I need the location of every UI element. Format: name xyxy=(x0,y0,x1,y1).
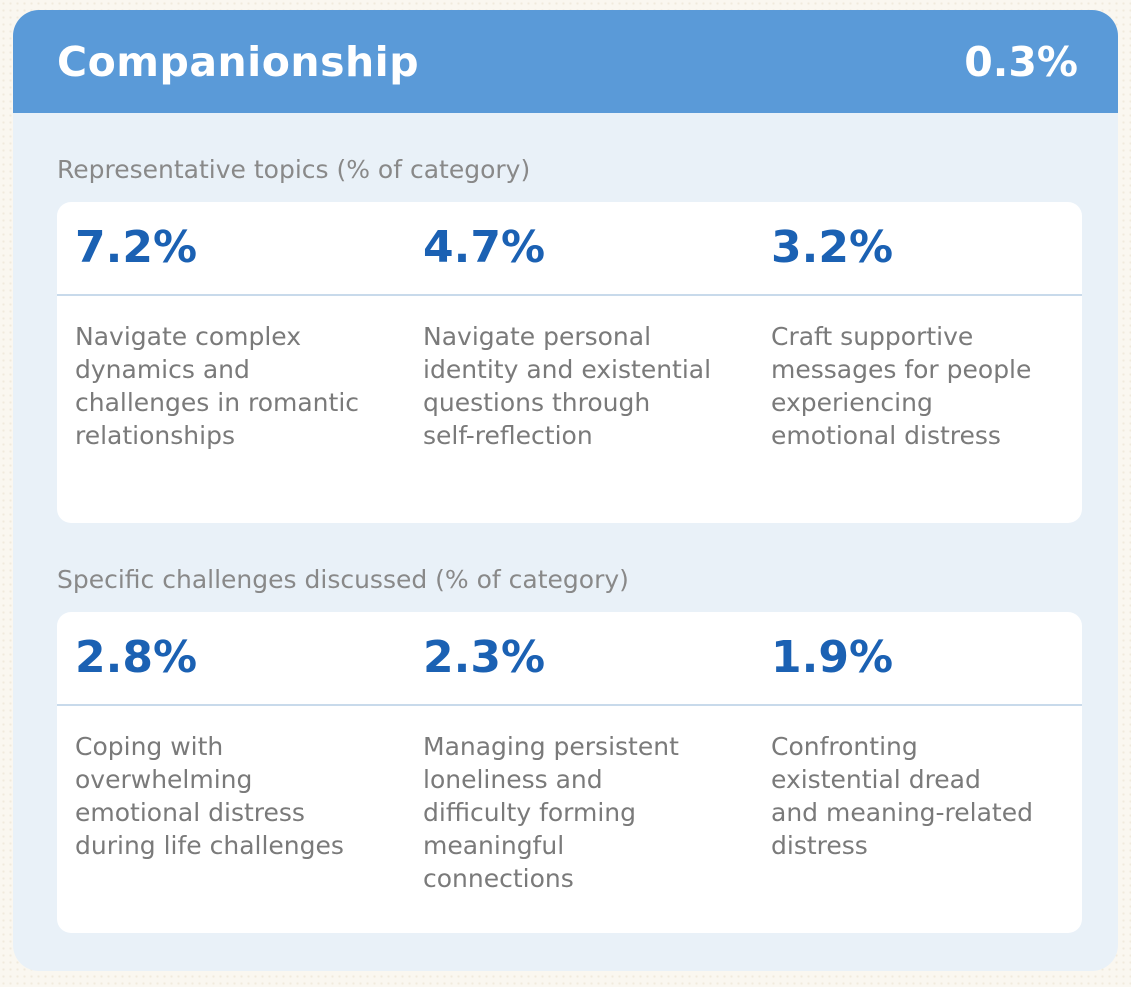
topic-description: Navigate complex dynamics and challenges… xyxy=(75,322,360,450)
category-header: Companionship 0.3% xyxy=(13,10,1118,113)
representative-topics-card: 7.2% 4.7% 3.2% Navigate complex dynamics… xyxy=(57,202,1082,523)
topic-description: Craft supportive messages for people exp… xyxy=(771,322,1032,450)
topic-percent: 4.7% xyxy=(423,222,546,273)
specific-challenges-text-row: Coping with overwhelming emotional distr… xyxy=(57,706,1082,895)
topic-percent: 3.2% xyxy=(771,222,894,273)
section-label-representative-topics: Representative topics (% of category) xyxy=(57,155,531,184)
category-title: Companionship xyxy=(57,37,420,86)
category-percent-badge: 0.3% xyxy=(964,37,1078,86)
section-label-specific-challenges: Specific challenges discussed (% of cate… xyxy=(57,565,629,594)
challenge-description: Managing persistent loneliness and diffi… xyxy=(423,732,679,893)
challenge-percent: 1.9% xyxy=(771,632,894,683)
specific-challenges-card: 2.8% 2.3% 1.9% Coping with overwhelming … xyxy=(57,612,1082,933)
topic-description: Navigate personal identity and existenti… xyxy=(423,322,712,450)
challenge-description: Coping with overwhelming emotional distr… xyxy=(75,732,344,860)
topic-percent: 7.2% xyxy=(75,222,198,273)
representative-topics-percent-row: 7.2% 4.7% 3.2% xyxy=(57,202,1082,296)
challenge-description: Confronting existential dread and meanin… xyxy=(771,732,1033,860)
challenge-percent: 2.8% xyxy=(75,632,198,683)
challenge-percent: 2.3% xyxy=(423,632,546,683)
specific-challenges-percent-row: 2.8% 2.3% 1.9% xyxy=(57,612,1082,706)
representative-topics-text-row: Navigate complex dynamics and challenges… xyxy=(57,296,1082,452)
companionship-category-card: Companionship 0.3% Representative topics… xyxy=(13,10,1118,971)
